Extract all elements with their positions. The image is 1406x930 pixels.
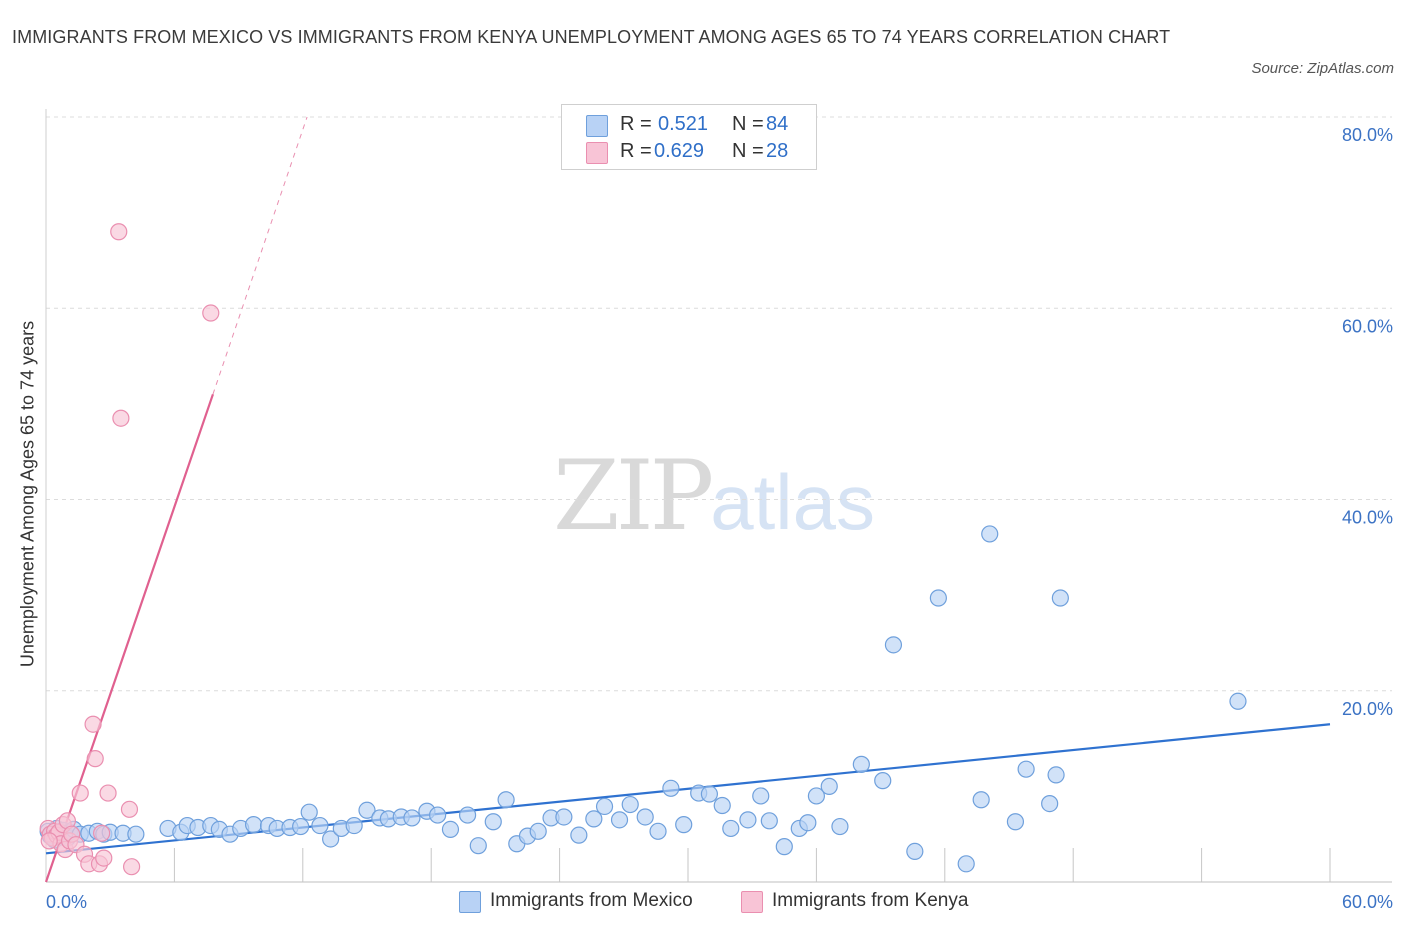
legend-n-label: N = xyxy=(732,140,764,162)
mexico-point xyxy=(441,820,460,839)
mexico-point xyxy=(649,822,667,840)
mexico-point xyxy=(1229,692,1247,710)
mexico-point xyxy=(775,838,793,856)
kenya-point xyxy=(123,858,141,876)
mexico-point xyxy=(610,811,629,829)
mexico-point xyxy=(852,755,870,773)
y-tick-label: 40.0% xyxy=(1342,508,1393,528)
mexico-point xyxy=(403,809,421,827)
mexico-point xyxy=(358,801,376,819)
kenya-point xyxy=(95,849,113,867)
mexico-point xyxy=(300,803,318,821)
mexico-point xyxy=(292,817,310,836)
kenya-point xyxy=(99,784,117,802)
mexico-point xyxy=(820,777,838,795)
legend-label: Immigrants from Mexico xyxy=(490,890,693,911)
legend-r-label: R = xyxy=(620,140,652,162)
mexico-point xyxy=(458,806,477,824)
kenya-point xyxy=(71,784,89,802)
kenya-trend-extension xyxy=(212,116,308,395)
mexico-swatch xyxy=(459,891,481,913)
mexico-point xyxy=(1051,589,1069,607)
mexico-point xyxy=(570,826,588,844)
mexico-point xyxy=(497,791,515,809)
mexico-point xyxy=(1041,794,1059,813)
watermark-zip: ZIP xyxy=(553,440,714,552)
mexico-point xyxy=(469,837,487,855)
mexico-point xyxy=(831,817,849,836)
legend-label: Immigrants from Kenya xyxy=(772,890,969,911)
y-tick-label: 80.0% xyxy=(1342,125,1393,145)
mexico-point xyxy=(675,816,693,834)
mexico-point xyxy=(244,816,263,834)
kenya-point xyxy=(86,750,104,768)
mexico-point xyxy=(322,830,340,848)
mexico-point xyxy=(972,791,990,809)
mexico-point xyxy=(429,806,447,824)
legend-n-value: 84 xyxy=(766,113,789,135)
mexico-point xyxy=(127,825,145,843)
y-tick-label: 60.0% xyxy=(1342,316,1393,336)
x-tick-label: 0.0% xyxy=(46,892,87,912)
legend-n-value: 28 xyxy=(766,140,789,162)
mexico-point xyxy=(760,812,778,830)
legend-r-value: 0.521 xyxy=(658,113,709,135)
mexico-point xyxy=(1006,813,1025,831)
watermark-atlas: atlas xyxy=(710,458,875,546)
mexico-point xyxy=(713,796,731,815)
kenya-trend-line xyxy=(44,393,214,883)
chart-title: IMMIGRANTS FROM MEXICO VS IMMIGRANTS FRO… xyxy=(12,27,1171,47)
mexico-point xyxy=(700,785,719,803)
watermark: ZIPatlas xyxy=(553,440,875,552)
kenya-point xyxy=(93,824,111,842)
source-label: Source: ZipAtlas.com xyxy=(1251,60,1394,77)
mexico-point xyxy=(807,787,826,805)
mexico-point xyxy=(957,855,975,873)
mexico-point xyxy=(906,842,924,861)
mexico-point xyxy=(585,810,603,828)
axes xyxy=(45,109,1392,883)
mexico-point xyxy=(662,779,680,797)
mexico-point xyxy=(595,797,614,816)
y-axis-label: Unemployment Among Ages 65 to 74 years xyxy=(17,320,38,668)
mexico-swatch xyxy=(586,115,608,137)
mexico-point xyxy=(874,772,892,790)
mexico-point xyxy=(529,822,547,840)
y-tick-label: 20.0% xyxy=(1342,699,1393,719)
mexico-point xyxy=(345,816,363,835)
mexico-trend-line xyxy=(45,723,1331,855)
kenya-point xyxy=(84,715,102,733)
kenya-swatch xyxy=(586,142,608,164)
trend-lines xyxy=(44,116,1331,883)
kenya-point xyxy=(110,223,128,241)
mexico-point xyxy=(555,808,573,826)
kenya-point xyxy=(40,832,58,850)
legend-r-label: R = xyxy=(620,113,652,135)
kenya-point xyxy=(120,800,139,818)
mexico-point xyxy=(722,819,740,838)
mexico-point xyxy=(1017,760,1035,778)
mexico-point xyxy=(739,811,757,829)
mexico-point xyxy=(636,808,654,826)
kenya-point xyxy=(202,304,220,322)
legend-r-value: 0.629 xyxy=(654,140,705,162)
legend-n-label: N = xyxy=(732,113,764,135)
mexico-point xyxy=(799,814,817,832)
grid-lines xyxy=(46,116,1392,692)
kenya-swatch xyxy=(741,891,763,913)
mexico-point xyxy=(752,787,770,805)
mexico-point xyxy=(929,589,947,607)
mexico-point xyxy=(884,636,903,654)
mexico-point xyxy=(484,813,502,831)
mexico-point xyxy=(311,816,329,835)
stats-legend: R = 0.521 N = 84 R = 0.629 N = 28 xyxy=(561,104,817,170)
kenya-point xyxy=(112,409,130,427)
mexico-point xyxy=(981,525,999,543)
tick-labels: 20.0% 40.0% 60.0% 80.0% 0.0% 60.0% xyxy=(46,125,1393,912)
x-tick-label: 60.0% xyxy=(1342,892,1393,912)
data-points xyxy=(39,223,1247,876)
mexico-point xyxy=(1047,766,1065,784)
mexico-point xyxy=(621,795,639,814)
